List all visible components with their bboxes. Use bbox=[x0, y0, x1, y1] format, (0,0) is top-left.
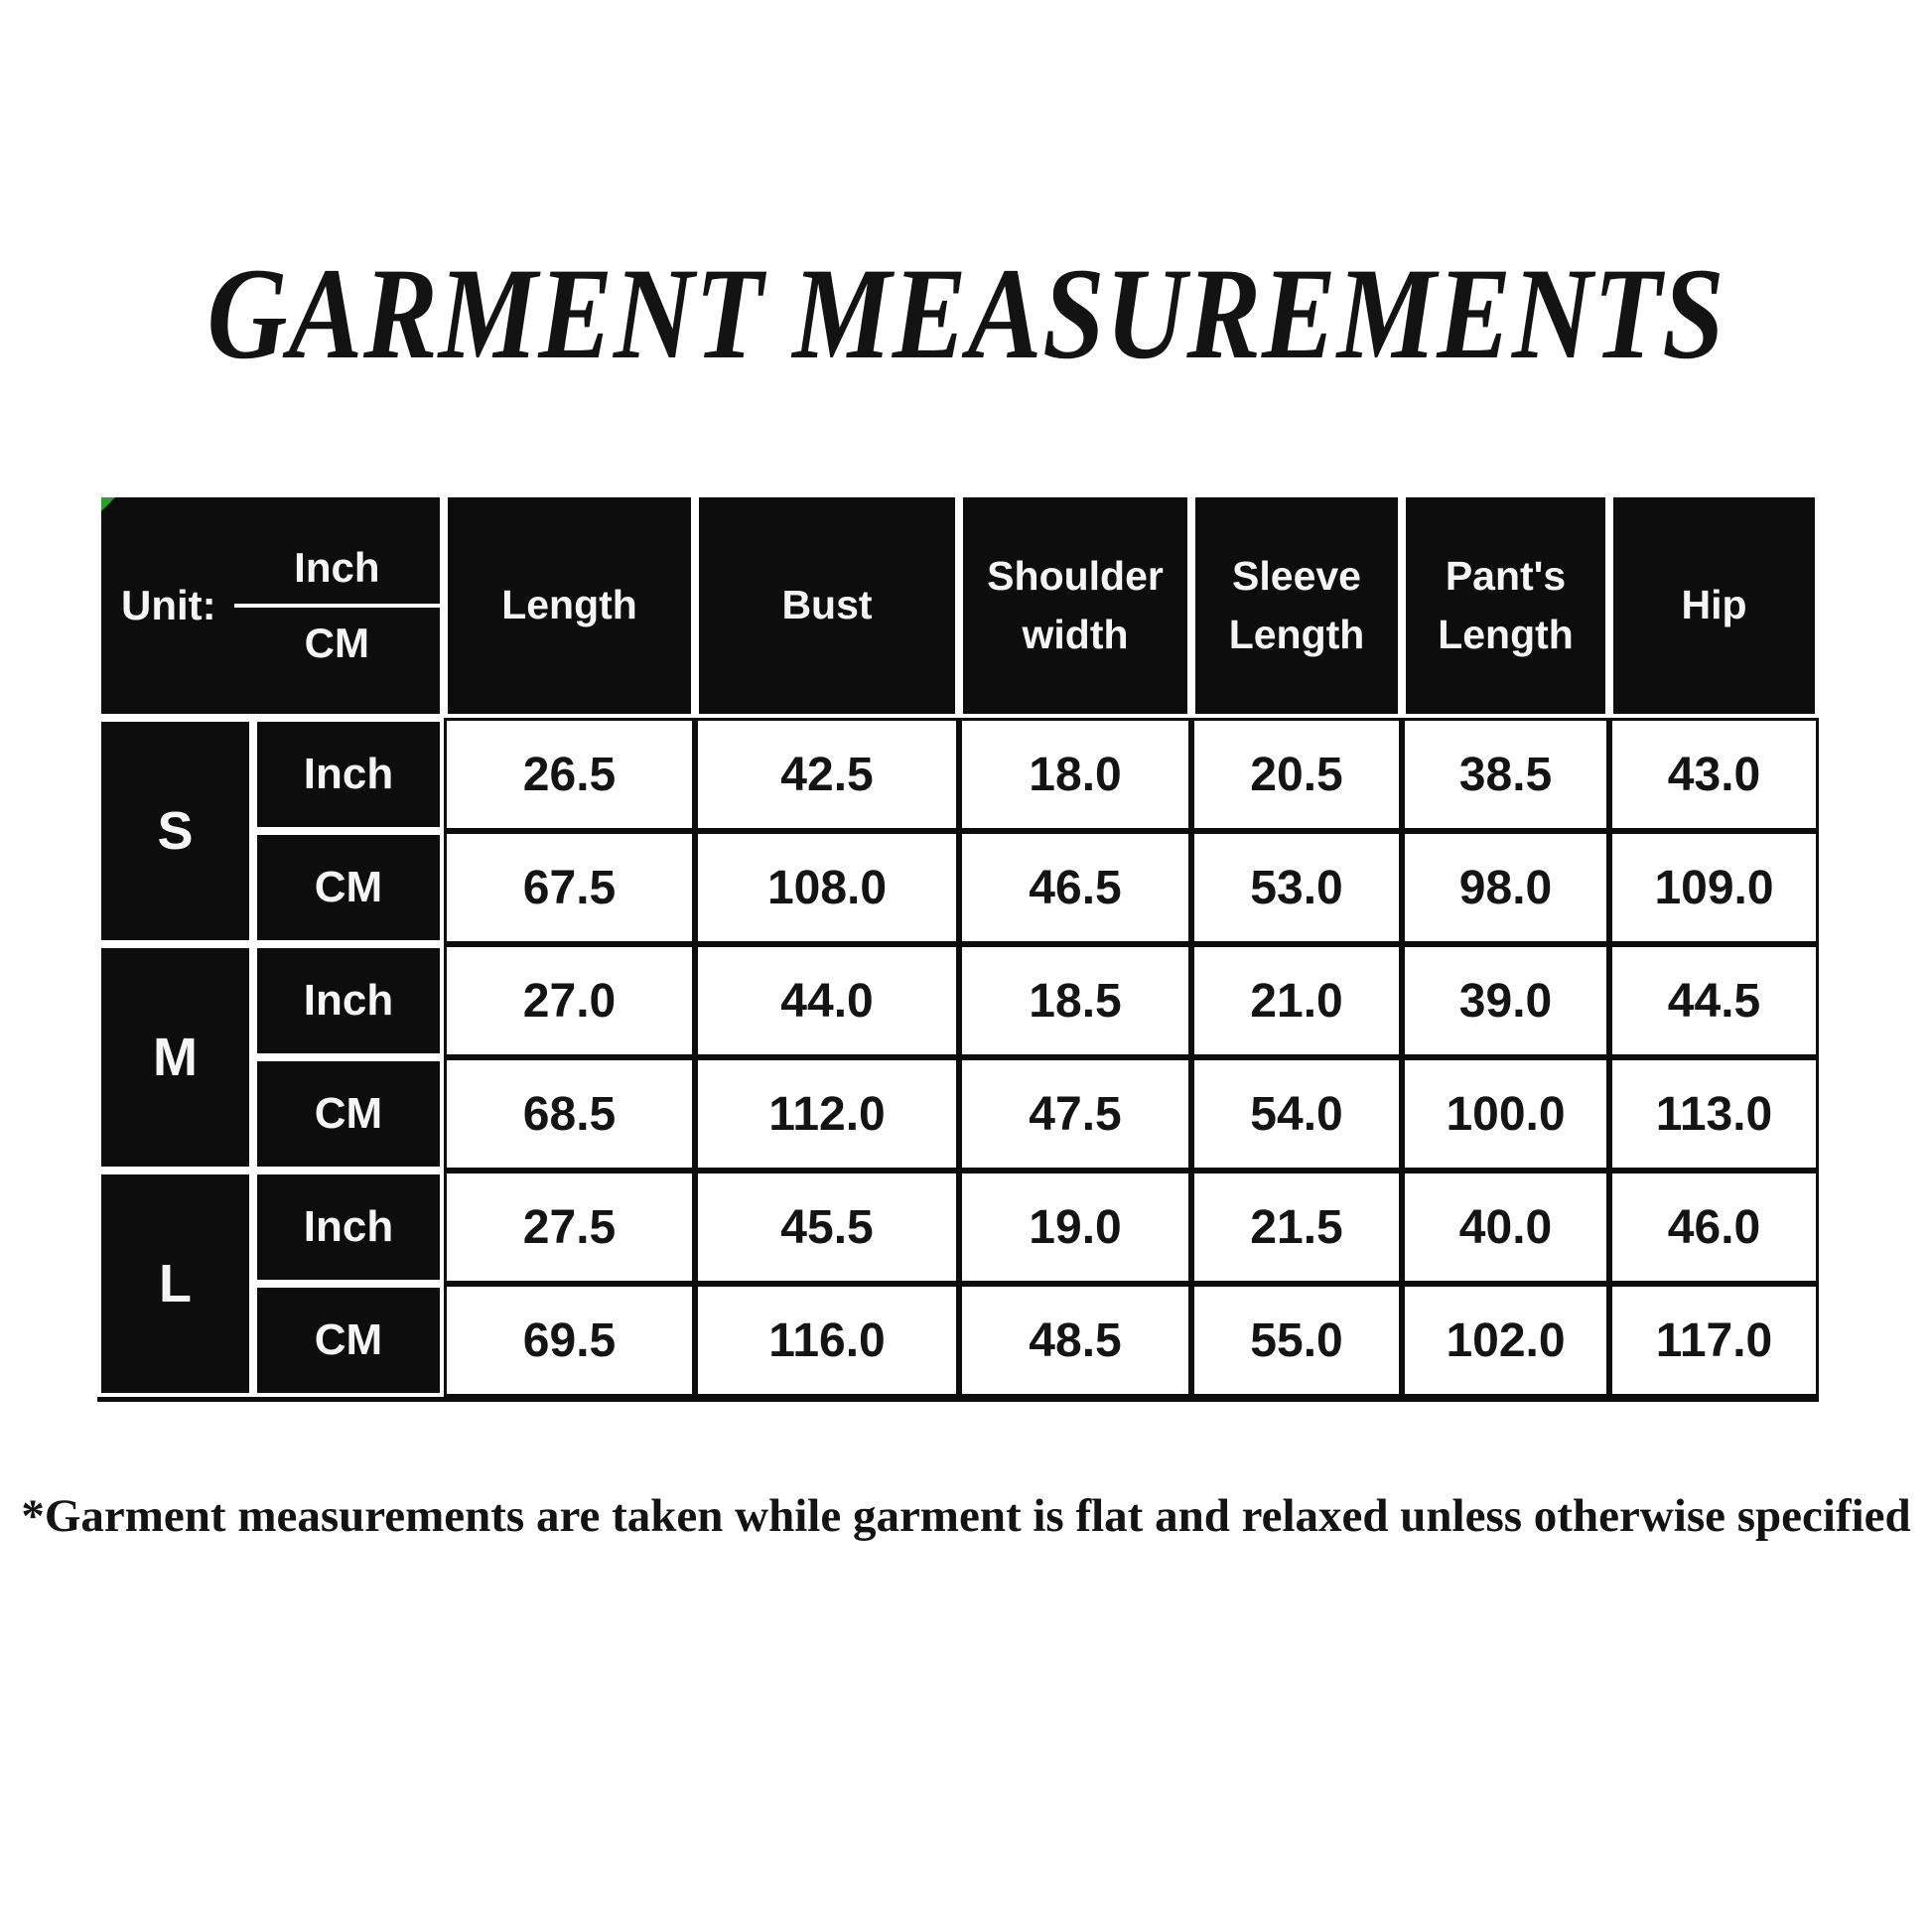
unit-cm-label: CM bbox=[304, 620, 369, 666]
row-m-cm: CM 68.5 112.0 47.5 54.0 100.0 113.0 bbox=[97, 1057, 1820, 1171]
measurement-cell: 44.5 bbox=[1609, 944, 1820, 1057]
row-m-inch: M Inch 27.0 44.0 18.5 21.0 39.0 44.5 bbox=[97, 944, 1820, 1171]
measurement-cell: 19.0 bbox=[959, 1171, 1192, 1284]
measurement-cell: 102.0 bbox=[1402, 1284, 1610, 1397]
unit-cell: Inch bbox=[253, 718, 445, 831]
unit-cell: CM bbox=[253, 1284, 445, 1397]
measurement-cell: 46.0 bbox=[1609, 1171, 1820, 1284]
measurement-cell: 68.5 bbox=[444, 1057, 696, 1171]
column-header-shoulder-width: Shoulder width bbox=[959, 493, 1192, 718]
measurement-cell: 39.0 bbox=[1402, 944, 1610, 1057]
measurement-cell: 54.0 bbox=[1191, 1057, 1403, 1171]
measurement-cell: 20.5 bbox=[1191, 718, 1403, 831]
measurement-cell: 26.5 bbox=[444, 718, 696, 831]
measurement-cell: 98.0 bbox=[1402, 831, 1610, 944]
measurement-cell: 112.0 bbox=[695, 1057, 960, 1171]
measurement-cell: 53.0 bbox=[1191, 831, 1403, 944]
table-header-row: Unit: Inch CM Length Bust Shoulder width… bbox=[97, 493, 1820, 718]
measurements-table-container: Unit: Inch CM Length Bust Shoulder width… bbox=[97, 493, 1820, 1402]
measurement-cell: 69.5 bbox=[444, 1284, 696, 1397]
measurement-cell: 48.5 bbox=[959, 1284, 1192, 1397]
footnote-text: *Garment measurements are taken while ga… bbox=[21, 1490, 1911, 1542]
column-header-bust: Bust bbox=[695, 493, 960, 718]
row-l-cm: CM 69.5 116.0 48.5 55.0 102.0 117.0 bbox=[97, 1284, 1820, 1397]
measurement-cell: 67.5 bbox=[444, 831, 696, 944]
unit-header-cell: Unit: Inch CM bbox=[97, 493, 445, 718]
measurement-cell: 108.0 bbox=[695, 831, 960, 944]
measurement-cell: 44.0 bbox=[695, 944, 960, 1057]
unit-fraction: Inch CM bbox=[233, 542, 441, 669]
size-cell-s: S bbox=[97, 718, 253, 944]
measurement-cell: 100.0 bbox=[1402, 1057, 1610, 1171]
unit-header-content: Unit: Inch CM bbox=[101, 542, 441, 669]
column-header-pants-length: Pant's Length bbox=[1402, 493, 1610, 718]
row-s-inch: S Inch 26.5 42.5 18.0 20.5 38.5 43.0 bbox=[97, 718, 1820, 944]
measurement-cell: 117.0 bbox=[1609, 1284, 1820, 1397]
measurement-cell: 47.5 bbox=[959, 1057, 1192, 1171]
green-corner-triangle-icon bbox=[101, 497, 115, 511]
page-title: GARMENT MEASUREMENTS bbox=[207, 240, 1725, 386]
unit-cell: Inch bbox=[253, 944, 445, 1057]
unit-inch-label: Inch bbox=[233, 542, 441, 608]
unit-cell: CM bbox=[253, 831, 445, 944]
measurement-cell: 18.5 bbox=[959, 944, 1192, 1057]
unit-label: Unit: bbox=[121, 582, 216, 628]
measurement-cell: 42.5 bbox=[695, 718, 960, 831]
size-cell-l: L bbox=[97, 1171, 253, 1397]
measurement-cell: 46.5 bbox=[959, 831, 1192, 944]
measurement-cell: 109.0 bbox=[1609, 831, 1820, 944]
unit-cell: CM bbox=[253, 1057, 445, 1171]
measurement-cell: 21.0 bbox=[1191, 944, 1403, 1057]
measurement-cell: 40.0 bbox=[1402, 1171, 1610, 1284]
row-l-inch: L Inch 27.5 45.5 19.0 21.5 40.0 46.0 bbox=[97, 1171, 1820, 1397]
column-header-length: Length bbox=[444, 493, 696, 718]
measurement-cell: 27.5 bbox=[444, 1171, 696, 1284]
size-cell-m: M bbox=[97, 944, 253, 1171]
unit-cell: Inch bbox=[253, 1171, 445, 1284]
measurement-cell: 27.0 bbox=[444, 944, 696, 1057]
measurement-cell: 113.0 bbox=[1609, 1057, 1820, 1171]
row-s-cm: CM 67.5 108.0 46.5 53.0 98.0 109.0 bbox=[97, 831, 1820, 944]
measurement-cell: 18.0 bbox=[959, 718, 1192, 831]
measurement-cell: 55.0 bbox=[1191, 1284, 1403, 1397]
measurement-cell: 38.5 bbox=[1402, 718, 1610, 831]
column-header-sleeve-length: Sleeve Length bbox=[1191, 493, 1403, 718]
column-header-hip: Hip bbox=[1609, 493, 1820, 718]
measurement-cell: 21.5 bbox=[1191, 1171, 1403, 1284]
measurements-table: Unit: Inch CM Length Bust Shoulder width… bbox=[97, 493, 1820, 1402]
measurement-cell: 116.0 bbox=[695, 1284, 960, 1397]
measurement-cell: 45.5 bbox=[695, 1171, 960, 1284]
measurement-cell: 43.0 bbox=[1609, 718, 1820, 831]
